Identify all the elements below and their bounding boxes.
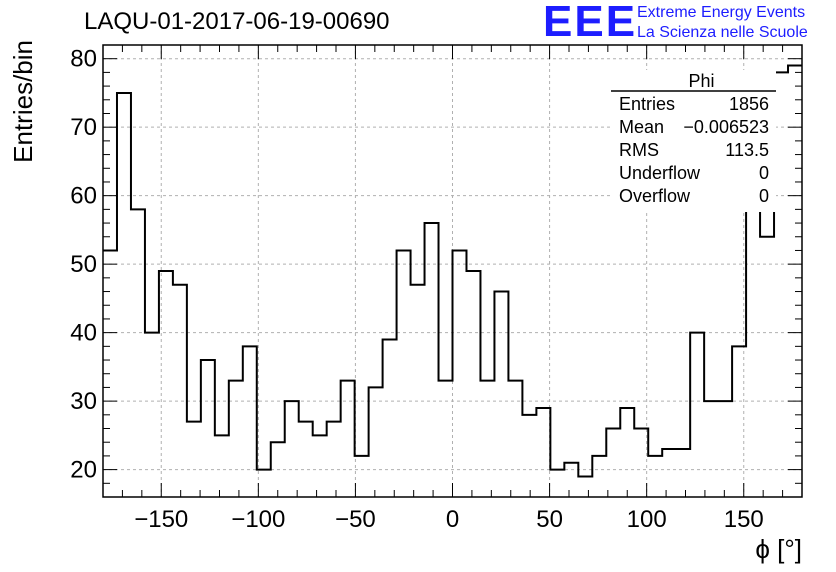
histogram-bin — [788, 66, 802, 497]
histogram-bin — [592, 456, 606, 497]
y-tick-label: 80 — [70, 46, 97, 73]
histogram-bin — [215, 435, 229, 497]
histogram-bin — [480, 381, 494, 497]
stats-row-value: −0.006523 — [683, 117, 769, 137]
stats-row-value: 0 — [759, 186, 769, 206]
histogram-outline — [103, 64, 802, 478]
x-tick-label: 50 — [536, 506, 563, 533]
histogram-bin — [383, 339, 397, 497]
histogram-bin — [257, 470, 271, 497]
x-tick-label: 100 — [627, 506, 667, 533]
histogram-bin — [774, 72, 788, 497]
stats-row-label: Overflow — [619, 186, 691, 206]
stats-row-label: Mean — [619, 117, 664, 137]
y-tick-label: 50 — [70, 251, 97, 278]
histogram-bin — [522, 415, 536, 497]
histogram-bin — [397, 250, 411, 497]
stats-row-value: 0 — [759, 163, 769, 183]
histogram-bin — [634, 429, 648, 497]
histogram-bin — [117, 93, 131, 497]
histogram-bin — [271, 442, 285, 497]
histogram-bin — [201, 360, 215, 497]
histogram-bin — [564, 463, 578, 497]
eee-logo-line1: Extreme Energy Events — [637, 4, 806, 21]
histogram-bin — [466, 271, 480, 497]
histogram-bin — [550, 470, 564, 497]
x-tick-label: 150 — [724, 506, 764, 533]
eee-logo-line2: La Scienza nelle Scuole — [637, 24, 808, 41]
stats-row-label: Underflow — [619, 163, 701, 183]
histogram-bin — [145, 333, 159, 497]
x-tick-label: 0 — [446, 506, 459, 533]
histogram-bin — [313, 435, 327, 497]
histogram-bin — [229, 381, 243, 497]
histogram-bin — [187, 422, 201, 497]
y-tick-label: 60 — [70, 183, 97, 210]
histogram-bin — [341, 381, 355, 497]
histogram-bin — [299, 422, 313, 497]
histogram-bin — [718, 401, 732, 497]
histogram-bin — [676, 449, 690, 497]
stats-row-value: 113.5 — [725, 140, 769, 160]
histogram-bin — [536, 408, 550, 497]
histogram-bin — [746, 203, 760, 497]
histogram-bin — [369, 387, 383, 497]
histogram-bin — [508, 381, 522, 497]
histogram-bin — [453, 250, 467, 497]
x-axis-label: ϕ [°] — [755, 534, 802, 564]
x-tick-label: −100 — [231, 506, 285, 533]
y-tick-label: 70 — [70, 114, 97, 141]
histogram-bin — [355, 456, 369, 497]
stats-row-value: 1856 — [729, 94, 769, 114]
run-title: LAQU-01-2017-06-19-00690 — [84, 8, 390, 35]
x-tick-label: −50 — [335, 506, 376, 533]
histogram-bin — [760, 237, 774, 497]
histogram-bin — [494, 292, 508, 497]
histogram-bin — [173, 285, 187, 497]
x-tick-label: −150 — [134, 506, 188, 533]
histogram-bin — [606, 429, 620, 497]
y-tick-label: 40 — [70, 320, 97, 347]
histogram-bin — [243, 346, 257, 497]
stats-row-label: RMS — [619, 140, 659, 160]
histogram-bin — [704, 401, 718, 497]
histogram-bin — [690, 333, 704, 497]
y-axis-label: Entries/bin — [8, 40, 38, 163]
histogram-bin — [327, 422, 341, 497]
eee-logo: EEE — [543, 0, 638, 46]
histogram-bin — [411, 285, 425, 497]
histogram-bin — [439, 381, 453, 497]
histogram-bin — [732, 346, 746, 497]
histogram-bin — [578, 476, 592, 497]
histogram-bin — [131, 209, 145, 497]
y-tick-label: 20 — [70, 457, 97, 484]
histogram-bin — [425, 223, 439, 497]
histogram-bin — [159, 271, 173, 497]
y-tick-label: 30 — [70, 388, 97, 415]
histogram-bin — [620, 408, 634, 497]
stats-row-label: Entries — [619, 94, 675, 114]
stats-box — [611, 70, 776, 212]
stats-title: Phi — [688, 71, 714, 91]
histogram-bin — [662, 449, 676, 497]
histogram-bin — [648, 456, 662, 497]
histogram-bin — [285, 401, 299, 497]
